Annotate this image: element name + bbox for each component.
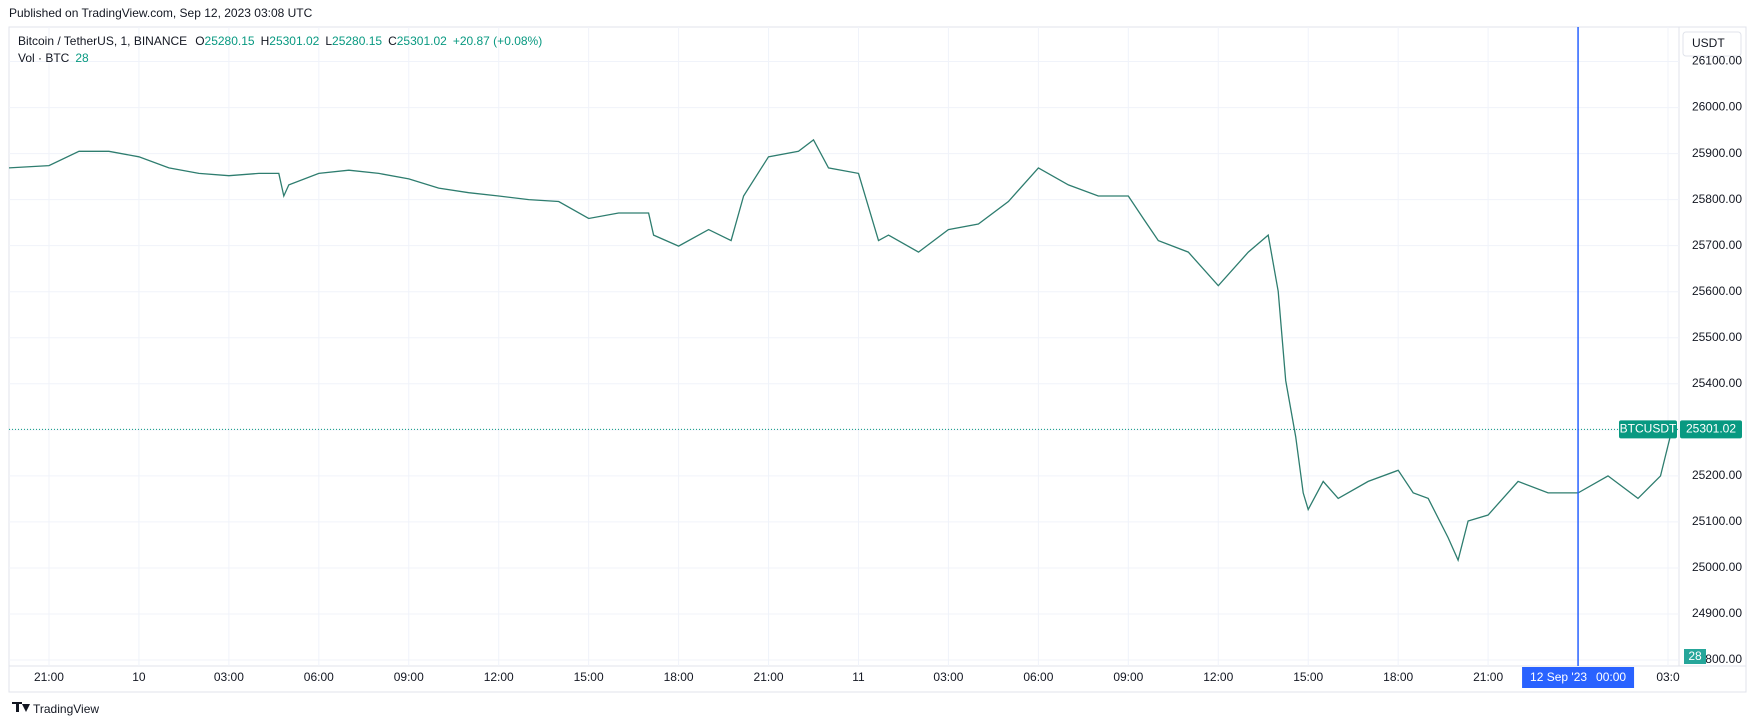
symbol: Bitcoin / TetherUS, 1, BINANCE: [18, 34, 187, 48]
y-tick-label: 25400.00: [1692, 376, 1742, 390]
x-tick-label: 03:00: [933, 670, 963, 684]
y-tick-label: 26100.00: [1692, 54, 1742, 68]
y-tick-label: 24900.00: [1692, 606, 1742, 620]
currency-box[interactable]: [1682, 31, 1742, 57]
y-tick-label: 26000.00: [1692, 100, 1742, 114]
x-tick-label: 18:00: [664, 670, 694, 684]
price-badge-text: 25301.02: [1686, 422, 1736, 436]
symbol-badge: [1619, 420, 1677, 439]
c-label: C: [388, 34, 397, 48]
y-tick-label: 25200.00: [1692, 468, 1742, 482]
l: 25280.15: [332, 34, 382, 48]
legend: Bitcoin / TetherUS, 1, BINANCE O25280.15 H…: [18, 34, 542, 48]
y-tick-label: 25000.00: [1692, 560, 1742, 574]
c: 25301.02: [397, 34, 447, 48]
x-tick-label: 15:00: [574, 670, 604, 684]
x-tick-label: 12:00: [484, 670, 514, 684]
o: 25280.15: [205, 34, 255, 48]
price-badge: [1680, 420, 1742, 439]
price-line: [8, 138, 1673, 563]
logo: [12, 702, 30, 712]
x-tick-label: 15:00: [1293, 670, 1323, 684]
crosshair-date: 12 Sep '23: [1530, 670, 1587, 684]
volume-legend: Vol · BTC 28: [18, 51, 89, 65]
x-tick-label: 03:0: [1656, 670, 1680, 684]
published: Published on TradingView.com, Sep 12, 20…: [9, 6, 313, 20]
x-tick-label: 09:00: [1113, 670, 1143, 684]
volume-label: Vol · BTC: [18, 51, 70, 65]
x-tick-label: 10: [132, 670, 146, 684]
crosshair-time: 00:00: [1596, 670, 1626, 684]
x-tick-label: 11: [852, 670, 865, 684]
l-label: L: [325, 34, 332, 48]
change: +20.87 (+0.08%): [453, 34, 542, 48]
x-tick-label: 12:00: [1203, 670, 1233, 684]
h: 25301.02: [269, 34, 319, 48]
y-tick-label: 25900.00: [1692, 146, 1742, 160]
crosshair-badge: [1522, 667, 1635, 688]
volume-badge: [1684, 649, 1706, 664]
x-tick-label: 06:00: [304, 670, 334, 684]
x-tick-label: 21:00: [754, 670, 784, 684]
x-tick-label: 18:00: [1383, 670, 1413, 684]
volume-value: 28: [75, 51, 89, 65]
h-label: H: [261, 34, 270, 48]
volume-badge-text: 28: [1688, 649, 1702, 663]
y-tick-label: 25600.00: [1692, 284, 1742, 298]
x-tick-label: 21:00: [34, 670, 64, 684]
x-tick-label: 21:00: [1473, 670, 1503, 684]
x-tick-label: 03:00: [214, 670, 244, 684]
symbol-badge-text: BTCUSDT: [1620, 422, 1677, 436]
y-tick-label: 25800.00: [1692, 192, 1742, 206]
footer: TradingView: [33, 702, 99, 716]
y-tick-label: 25100.00: [1692, 514, 1742, 528]
y-tick-label: 25500.00: [1692, 330, 1742, 344]
frame: [8, 26, 1747, 693]
x-tick-label: 09:00: [394, 670, 424, 684]
x-tick-label: 06:00: [1023, 670, 1053, 684]
currency: USDT: [1692, 36, 1725, 50]
o-label: O: [195, 34, 204, 48]
y-tick-label: 25700.00: [1692, 238, 1742, 252]
